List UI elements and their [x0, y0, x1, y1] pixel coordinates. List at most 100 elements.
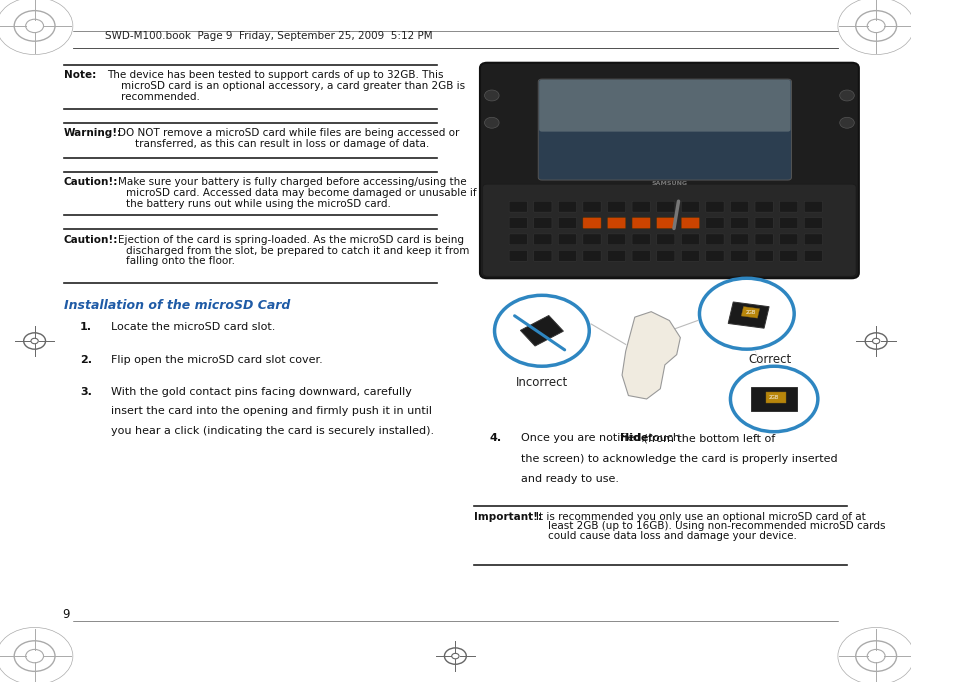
- FancyBboxPatch shape: [538, 80, 790, 132]
- FancyBboxPatch shape: [656, 201, 674, 212]
- FancyBboxPatch shape: [779, 250, 797, 261]
- Text: Caution!:: Caution!:: [64, 235, 118, 245]
- Text: could cause data loss and damage your device.: could cause data loss and damage your de…: [548, 531, 797, 542]
- FancyBboxPatch shape: [632, 234, 650, 245]
- Circle shape: [699, 278, 793, 349]
- FancyBboxPatch shape: [779, 201, 797, 212]
- Polygon shape: [520, 316, 563, 346]
- Polygon shape: [621, 312, 679, 399]
- FancyBboxPatch shape: [558, 250, 576, 261]
- Text: Caution!:: Caution!:: [64, 177, 118, 188]
- FancyBboxPatch shape: [754, 234, 773, 245]
- Text: It is recommended you only use an optional microSD card of at: It is recommended you only use an option…: [535, 512, 864, 522]
- Polygon shape: [751, 387, 796, 411]
- FancyBboxPatch shape: [482, 184, 855, 276]
- Text: SAMSUNG: SAMSUNG: [651, 181, 687, 186]
- FancyBboxPatch shape: [803, 218, 821, 228]
- Text: (from the bottom left of: (from the bottom left of: [639, 433, 775, 443]
- Polygon shape: [765, 392, 785, 403]
- FancyBboxPatch shape: [656, 250, 674, 261]
- FancyBboxPatch shape: [656, 218, 674, 228]
- FancyBboxPatch shape: [680, 250, 699, 261]
- FancyBboxPatch shape: [537, 79, 791, 180]
- FancyBboxPatch shape: [705, 234, 723, 245]
- FancyBboxPatch shape: [754, 218, 773, 228]
- FancyBboxPatch shape: [558, 234, 576, 245]
- Text: microSD card. Accessed data may become damaged or unusable if: microSD card. Accessed data may become d…: [126, 188, 476, 198]
- FancyBboxPatch shape: [533, 250, 552, 261]
- Text: 2.: 2.: [80, 355, 92, 365]
- Text: Ejection of the card is spring-loaded. As the microSD card is being: Ejection of the card is spring-loaded. A…: [118, 235, 464, 245]
- FancyBboxPatch shape: [509, 218, 527, 228]
- Text: insert the card into the opening and firmly push it in until: insert the card into the opening and fir…: [111, 406, 432, 417]
- Text: Warning!:: Warning!:: [64, 128, 122, 138]
- Text: Installation of the microSD Card: Installation of the microSD Card: [64, 299, 290, 312]
- Text: 3.: 3.: [80, 387, 91, 398]
- Text: Important!:: Important!:: [473, 512, 541, 522]
- FancyBboxPatch shape: [680, 201, 699, 212]
- FancyBboxPatch shape: [479, 63, 858, 278]
- Circle shape: [839, 90, 853, 101]
- FancyBboxPatch shape: [533, 234, 552, 245]
- Text: 4.: 4.: [490, 433, 501, 443]
- FancyBboxPatch shape: [680, 234, 699, 245]
- Text: With the gold contact pins facing downward, carefully: With the gold contact pins facing downwa…: [111, 387, 412, 398]
- FancyBboxPatch shape: [582, 201, 600, 212]
- Text: least 2GB (up to 16GB). Using non-recommended microSD cards: least 2GB (up to 16GB). Using non-recomm…: [548, 521, 884, 531]
- FancyBboxPatch shape: [779, 234, 797, 245]
- Circle shape: [494, 295, 589, 366]
- Circle shape: [484, 117, 498, 128]
- Text: Locate the microSD card slot.: Locate the microSD card slot.: [111, 322, 275, 332]
- Text: discharged from the slot, be prepared to catch it and keep it from: discharged from the slot, be prepared to…: [126, 246, 469, 256]
- FancyBboxPatch shape: [803, 234, 821, 245]
- Text: Incorrect: Incorrect: [516, 376, 567, 389]
- FancyBboxPatch shape: [607, 250, 625, 261]
- FancyBboxPatch shape: [754, 201, 773, 212]
- Text: the screen) to acknowledge the card is properly inserted: the screen) to acknowledge the card is p…: [520, 454, 837, 464]
- FancyBboxPatch shape: [632, 201, 650, 212]
- FancyBboxPatch shape: [779, 218, 797, 228]
- Text: and ready to use.: and ready to use.: [520, 474, 618, 484]
- FancyBboxPatch shape: [558, 218, 576, 228]
- Text: you hear a click (indicating the card is securely installed).: you hear a click (indicating the card is…: [111, 426, 434, 436]
- FancyBboxPatch shape: [730, 250, 748, 261]
- Text: SWD-M100.book  Page 9  Friday, September 25, 2009  5:12 PM: SWD-M100.book Page 9 Friday, September 2…: [105, 31, 432, 41]
- Polygon shape: [727, 302, 768, 328]
- FancyBboxPatch shape: [533, 201, 552, 212]
- FancyBboxPatch shape: [632, 218, 650, 228]
- FancyBboxPatch shape: [558, 201, 576, 212]
- FancyBboxPatch shape: [582, 218, 600, 228]
- Text: Once you are notified, touch: Once you are notified, touch: [520, 433, 682, 443]
- FancyBboxPatch shape: [509, 234, 527, 245]
- Circle shape: [730, 366, 817, 432]
- Polygon shape: [740, 307, 759, 318]
- FancyBboxPatch shape: [607, 201, 625, 212]
- FancyBboxPatch shape: [754, 250, 773, 261]
- Circle shape: [839, 117, 853, 128]
- Text: DO NOT remove a microSD card while files are being accessed or: DO NOT remove a microSD card while files…: [118, 128, 459, 138]
- Text: 1.: 1.: [80, 322, 92, 332]
- FancyBboxPatch shape: [509, 201, 527, 212]
- Text: The device has been tested to support cards of up to 32GB. This: The device has been tested to support ca…: [108, 70, 443, 80]
- Circle shape: [484, 90, 498, 101]
- FancyBboxPatch shape: [730, 218, 748, 228]
- FancyBboxPatch shape: [632, 250, 650, 261]
- FancyBboxPatch shape: [509, 250, 527, 261]
- FancyBboxPatch shape: [730, 201, 748, 212]
- FancyBboxPatch shape: [705, 201, 723, 212]
- Text: the battery runs out while using the microSD card.: the battery runs out while using the mic…: [126, 199, 390, 209]
- Text: recommended.: recommended.: [121, 92, 200, 102]
- FancyBboxPatch shape: [607, 234, 625, 245]
- Text: Make sure your battery is fully charged before accessing/using the: Make sure your battery is fully charged …: [118, 177, 467, 188]
- FancyBboxPatch shape: [582, 234, 600, 245]
- FancyBboxPatch shape: [656, 234, 674, 245]
- FancyBboxPatch shape: [705, 218, 723, 228]
- Text: Correct: Correct: [747, 353, 790, 366]
- FancyBboxPatch shape: [705, 250, 723, 261]
- Text: Note:: Note:: [64, 70, 96, 80]
- Text: Flip open the microSD card slot cover.: Flip open the microSD card slot cover.: [111, 355, 322, 365]
- FancyBboxPatch shape: [803, 250, 821, 261]
- FancyBboxPatch shape: [582, 250, 600, 261]
- Text: transferred, as this can result in loss or damage of data.: transferred, as this can result in loss …: [134, 139, 429, 149]
- FancyBboxPatch shape: [680, 218, 699, 228]
